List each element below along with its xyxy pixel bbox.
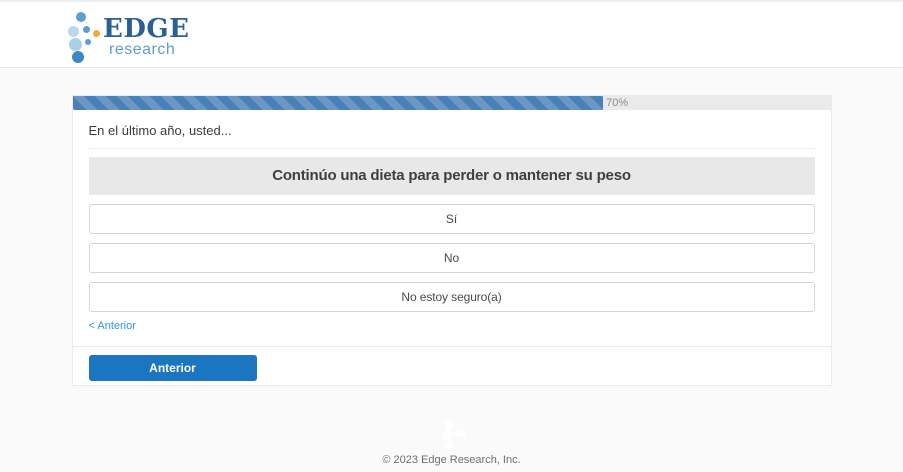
logo-dot-orange [93, 30, 100, 37]
logo-text: EDGE research [103, 16, 189, 58]
logo-subtitle: research [109, 41, 176, 58]
footer-logo-dot [454, 430, 462, 437]
logo-dot [68, 26, 79, 37]
question-title: Continúo una dieta para perder o mantene… [88, 157, 815, 195]
logo-dot [85, 39, 91, 45]
logo-dot [72, 51, 84, 63]
divider [88, 148, 815, 149]
progress-bar: 70% [72, 96, 831, 110]
site-footer: © 2023 Edge Research, Inc. [0, 419, 903, 466]
edge-research-logo: EDGE research [65, 8, 245, 66]
survey-card: 70% En el último año, usted... Continúo … [71, 95, 832, 386]
logo-title: EDGE [103, 14, 190, 44]
question-intro: En el último año, usted... [88, 123, 232, 138]
footer-logo-dot [443, 441, 453, 450]
anterior-button[interactable]: Anterior [88, 355, 257, 381]
card-footer: Anterior [72, 346, 831, 385]
logo-dots-icon [65, 8, 107, 64]
survey-body: En el último año, usted... Continúo una … [73, 110, 831, 346]
progress-percent-label: 70% [606, 97, 629, 109]
header: EDGE research [0, 0, 903, 68]
logo-dot [69, 38, 82, 51]
option-si[interactable]: Sí [88, 204, 815, 234]
logo-dot [76, 12, 86, 22]
anterior-link[interactable]: < Anterior [88, 320, 136, 332]
option-no[interactable]: No [88, 243, 815, 273]
logo-dot [83, 26, 90, 33]
footer-logo-dot [441, 430, 452, 440]
option-no-estoy-seguro[interactable]: No estoy seguro(a) [88, 282, 815, 312]
progress-bar-fill [72, 96, 604, 110]
footer-logo-dot [461, 433, 466, 437]
footer-logo-dots-icon [435, 419, 469, 452]
copyright-text: © 2023 Edge Research, Inc. [382, 454, 521, 466]
footer-logo-dot [444, 421, 453, 429]
